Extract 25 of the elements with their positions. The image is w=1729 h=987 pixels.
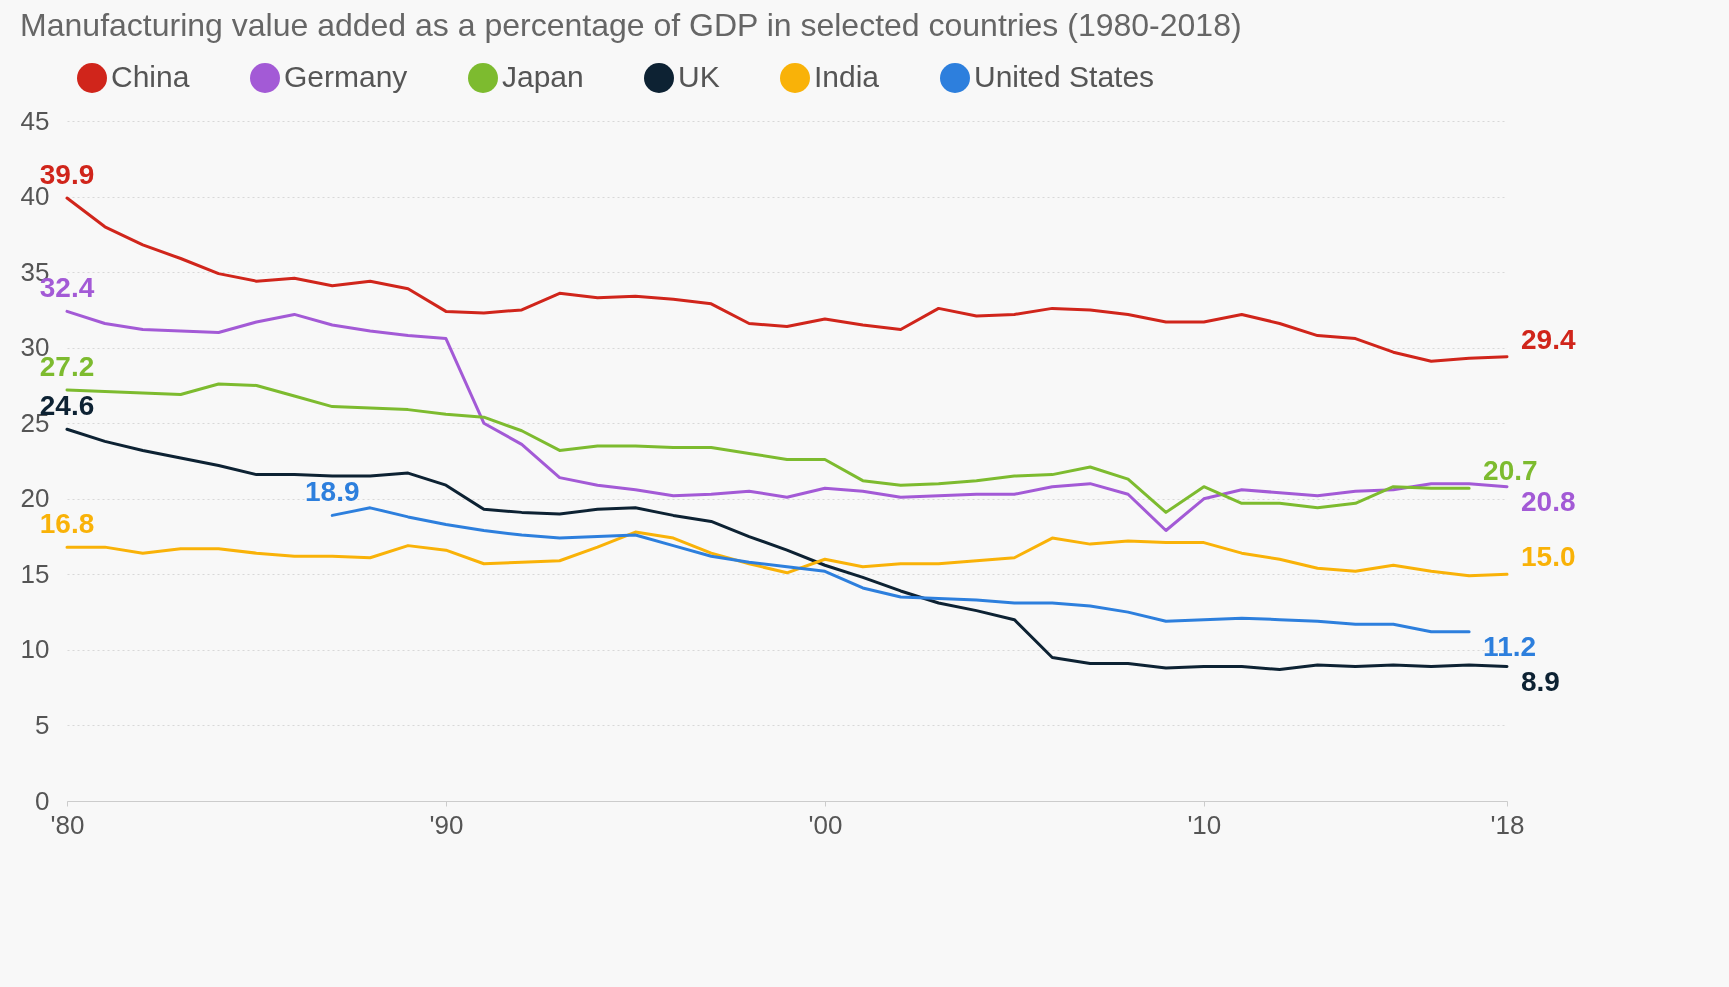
- legend-label: United States: [974, 60, 1155, 93]
- y-tick-label: 15: [20, 558, 50, 589]
- data-label: 20.7: [1483, 455, 1538, 487]
- data-label: 29.4: [1521, 323, 1576, 355]
- y-tick-label: 45: [20, 105, 50, 136]
- x-tick-label: '90: [429, 809, 464, 840]
- legend-label: India: [814, 60, 880, 93]
- legend-label: China: [111, 60, 190, 93]
- x-tick-label: '18: [1490, 809, 1525, 840]
- data-label: 8.9: [1521, 665, 1560, 697]
- chart-title: Manufacturing value added as a percentage of GDP in selected countries (1980-2018): [20, 7, 1242, 43]
- data-label: 11.2: [1483, 630, 1537, 662]
- data-label: 20.8: [1521, 485, 1576, 517]
- y-tick-label: 10: [20, 634, 50, 665]
- x-tick-label: '10: [1187, 809, 1222, 840]
- x-tick-label: '00: [808, 809, 843, 840]
- legend-label: UK: [678, 60, 720, 93]
- data-label: 18.9: [305, 476, 360, 508]
- legend-label: Japan: [502, 60, 584, 93]
- x-tick-label: '80: [50, 809, 85, 840]
- data-label: 15.0: [1521, 541, 1576, 573]
- line-series: [330, 506, 1471, 634]
- y-tick-label: 0: [35, 785, 50, 816]
- legend-label: Germany: [284, 60, 408, 93]
- y-tick-label: 5: [35, 709, 50, 740]
